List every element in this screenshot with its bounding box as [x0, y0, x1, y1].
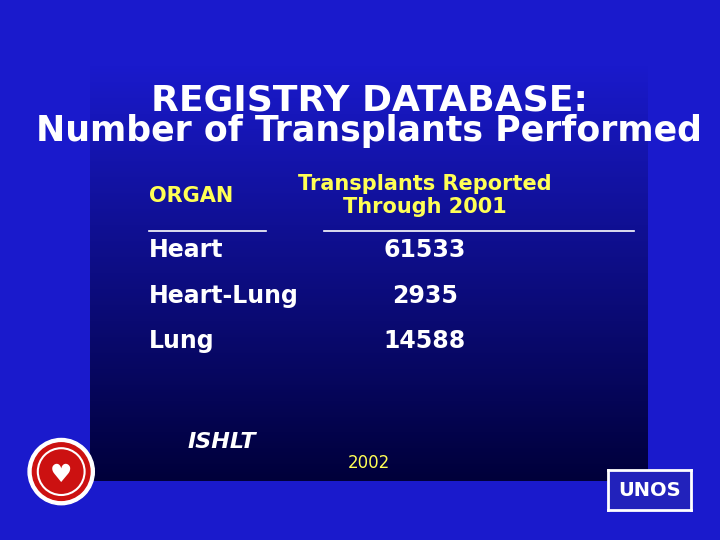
Text: Number of Transplants Performed: Number of Transplants Performed [36, 114, 702, 148]
Text: 61533: 61533 [384, 238, 466, 262]
Text: UNOS: UNOS [618, 481, 681, 500]
Text: 2935: 2935 [392, 284, 458, 308]
Text: 14588: 14588 [384, 329, 466, 353]
Text: Lung: Lung [148, 329, 215, 353]
Text: Transplants Reported
Through 2001: Transplants Reported Through 2001 [298, 174, 552, 218]
Text: ORGAN: ORGAN [148, 186, 233, 206]
Circle shape [28, 438, 94, 505]
Text: ISHLT: ISHLT [188, 432, 256, 452]
Text: ♥: ♥ [50, 463, 73, 487]
Text: 2002: 2002 [348, 454, 390, 472]
Text: REGISTRY DATABASE:: REGISTRY DATABASE: [150, 83, 588, 117]
Text: Heart: Heart [148, 238, 223, 262]
Circle shape [32, 443, 90, 501]
Text: Heart-Lung: Heart-Lung [148, 284, 299, 308]
